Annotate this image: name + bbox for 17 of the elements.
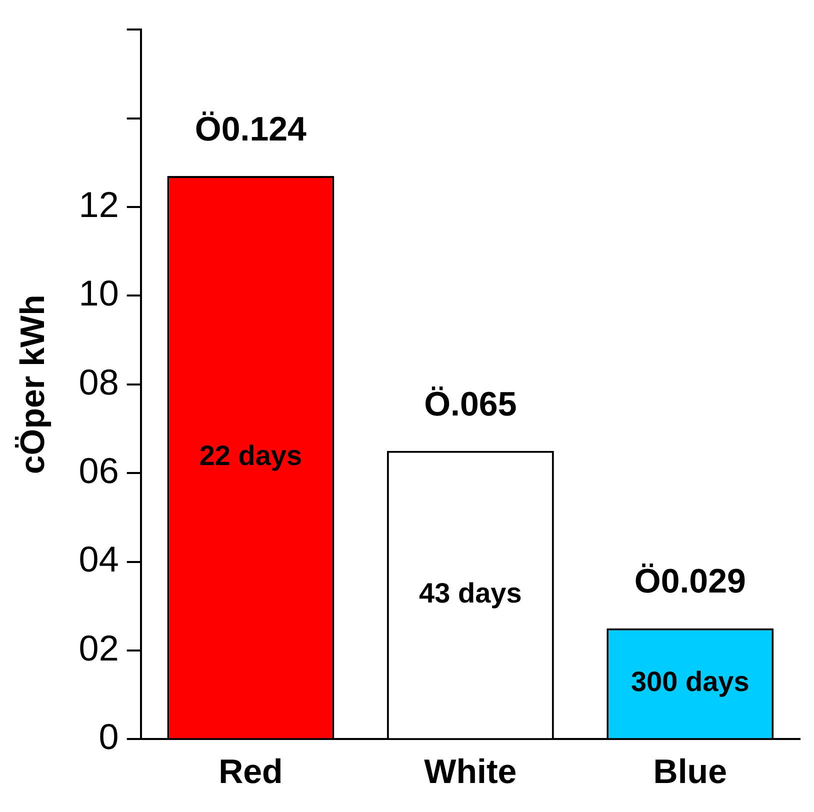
y-axis-title: cÖper kWh (14, 294, 52, 474)
y-tick-label: 08 (78, 361, 119, 402)
x-tick-label: Blue (653, 752, 727, 791)
data-label: Ö.065 (424, 385, 517, 424)
y-tick-label: 06 (78, 450, 119, 492)
y-tick-label: 04 (78, 538, 119, 580)
annotation: 300 days (630, 666, 750, 697)
y-tick-label: 10 (78, 272, 119, 314)
data-label: Ö0.029 (634, 562, 746, 601)
x-tick-label: Red (218, 752, 283, 791)
x-tick-label: White (424, 752, 517, 791)
y-tick-label: 0 (98, 716, 119, 758)
data-label: Ö0.124 (194, 110, 307, 148)
y-tick-label: 02 (78, 627, 119, 668)
annotation: 22 days (199, 440, 302, 471)
annotation: 43 days (419, 577, 522, 608)
y-tick-label: 12 (78, 184, 119, 225)
